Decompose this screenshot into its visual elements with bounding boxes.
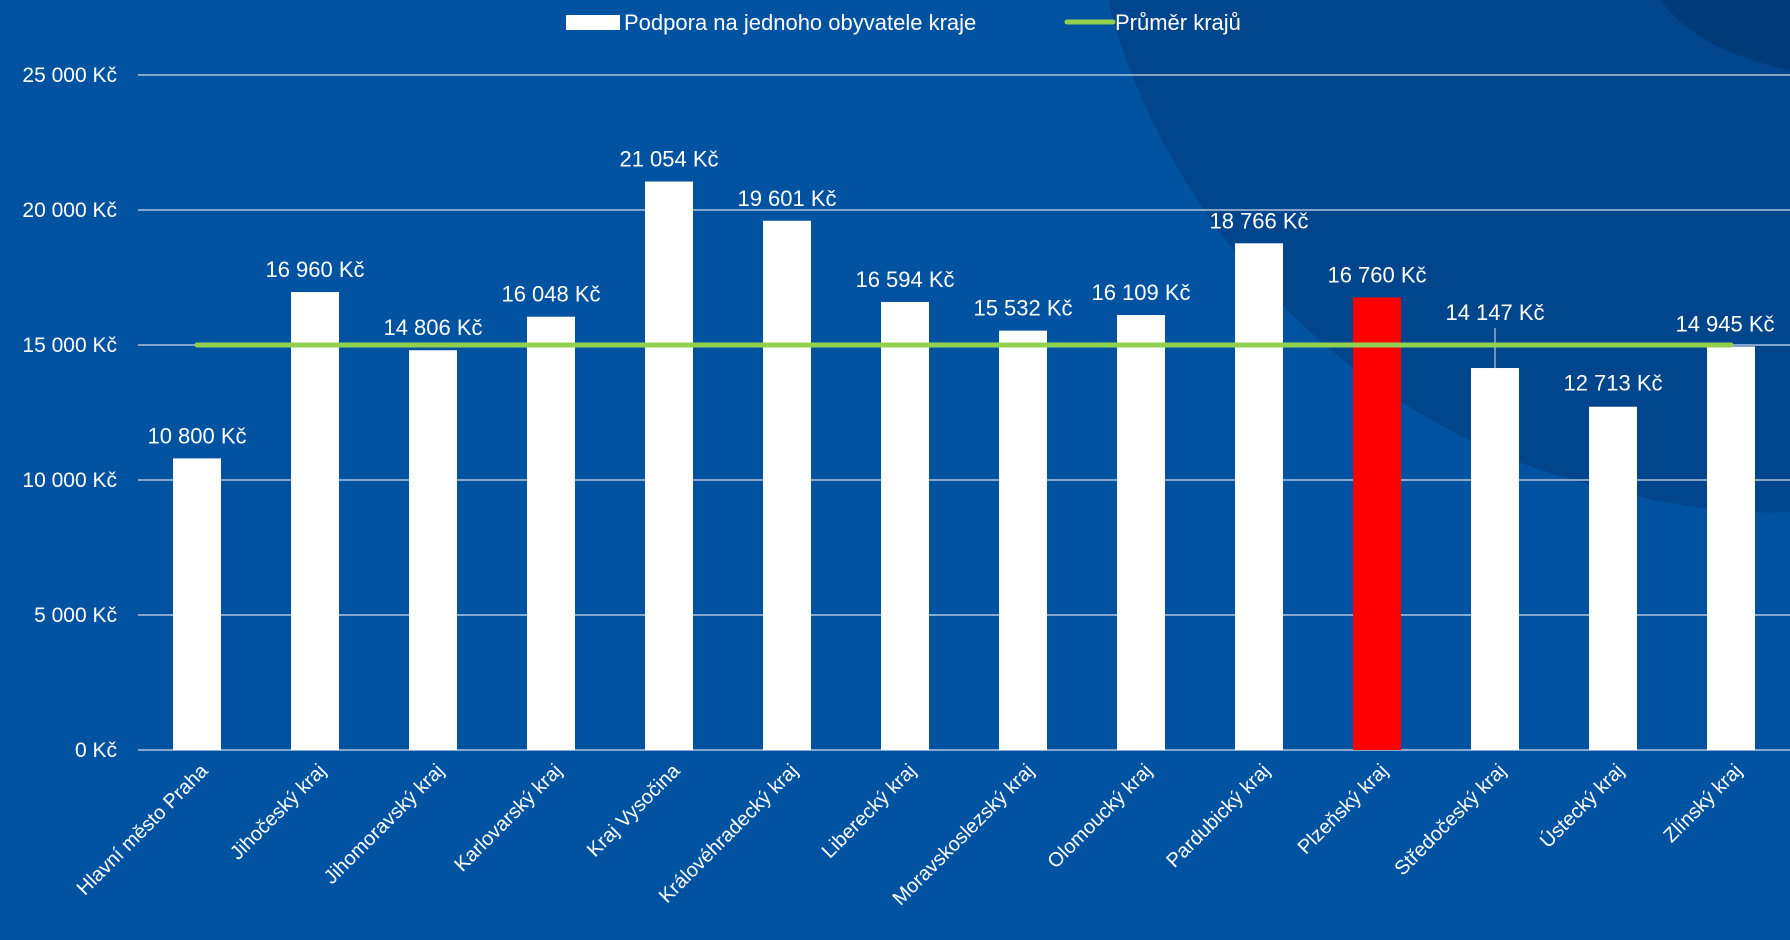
bar xyxy=(173,458,221,750)
background-decor-arc-inner xyxy=(1660,0,1790,70)
y-tick-label: 10 000 Kč xyxy=(22,469,117,492)
bars xyxy=(173,181,1755,751)
bar xyxy=(1589,406,1637,750)
data-label: 16 048 Kč xyxy=(501,282,600,307)
data-label: 21 054 Kč xyxy=(619,147,718,172)
data-label: 16 960 Kč xyxy=(265,257,364,282)
bar xyxy=(1117,315,1165,750)
data-label: 19 601 Kč xyxy=(737,186,836,211)
bar xyxy=(1471,368,1519,750)
bar xyxy=(409,350,457,750)
legend: Podpora na jednoho obyvatele kraje Průměr… xyxy=(566,10,1241,35)
y-tick-label: 20 000 Kč xyxy=(22,199,117,222)
y-tick-label: 15 000 Kč xyxy=(22,334,117,357)
background-decor-arc xyxy=(1108,0,1790,513)
y-tick-label: 0 Kč xyxy=(75,739,117,762)
bar xyxy=(763,220,811,750)
bar xyxy=(881,301,929,750)
legend-swatch-bar xyxy=(566,15,620,30)
bar xyxy=(1235,243,1283,750)
data-label: 14 147 Kč xyxy=(1445,300,1544,325)
bar xyxy=(291,292,339,750)
bar xyxy=(527,316,575,750)
data-label: 14 806 Kč xyxy=(383,315,482,340)
data-label: 12 713 Kč xyxy=(1563,371,1662,396)
bar xyxy=(1353,297,1401,750)
data-label: 14 945 Kč xyxy=(1675,311,1774,336)
bar xyxy=(645,181,693,751)
legend-label-bar: Podpora na jednoho obyvatele kraje xyxy=(624,10,976,35)
data-label: 16 594 Kč xyxy=(855,267,954,292)
data-label: 16 760 Kč xyxy=(1327,262,1426,287)
bar xyxy=(1707,346,1755,750)
y-axis: 0 Kč 5 000 Kč 10 000 Kč 15 000 Kč 20 000 Kč 2… xyxy=(22,64,117,762)
y-tick-label: 25 000 Kč xyxy=(22,64,117,87)
bar xyxy=(999,330,1047,750)
y-tick-label: 5 000 Kč xyxy=(34,604,117,627)
data-label: 10 800 Kč xyxy=(147,423,246,448)
data-labels: 10 800 Kč 16 960 Kč 14 806 Kč 16 048 Kč 21 0… xyxy=(147,147,1774,449)
data-label: 15 532 Kč xyxy=(973,296,1072,321)
data-label: 18 766 Kč xyxy=(1209,208,1308,233)
legend-label-line: Průměr krajů xyxy=(1115,10,1241,35)
data-label: 16 109 Kč xyxy=(1091,280,1190,305)
